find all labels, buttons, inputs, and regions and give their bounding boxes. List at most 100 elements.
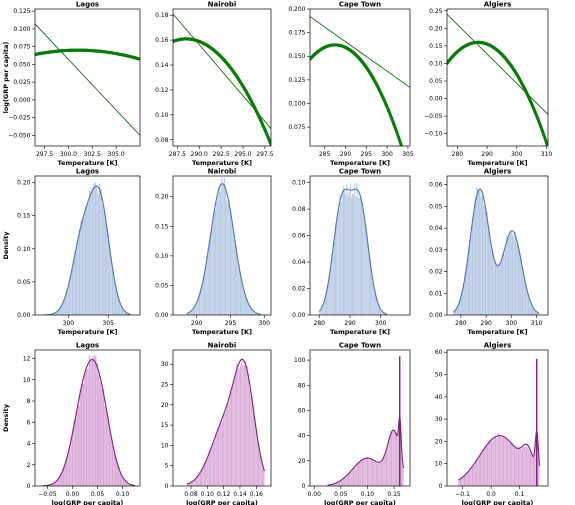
- axes-frame: [172, 349, 272, 487]
- histogram-bar: [99, 381, 102, 486]
- y-tick-label: 0.00: [17, 312, 31, 319]
- histogram-bar: [352, 467, 355, 486]
- histogram-bar: [360, 200, 363, 315]
- histogram-bar: [348, 191, 350, 315]
- histogram-bar: [347, 473, 350, 486]
- histogram-bar: [504, 436, 506, 486]
- scatter-point: [406, 165, 409, 168]
- y-tick-label: 4: [27, 441, 31, 448]
- histogram-bar: [487, 229, 490, 315]
- histogram-bar: [469, 470, 471, 486]
- histogram-bar: [345, 194, 347, 315]
- histogram-bar: [68, 280, 71, 315]
- linear-fit-line: [173, 13, 271, 129]
- y-tick-label: 2: [27, 462, 31, 469]
- histogram-bar: [193, 480, 195, 486]
- histogram-bar: [334, 223, 337, 315]
- y-tick-label: 0.125: [13, 8, 30, 15]
- y-tick-label: 0.02: [292, 286, 306, 293]
- histogram-bar: [90, 191, 92, 315]
- histogram-bar: [74, 250, 77, 315]
- x-tick-label: 300: [259, 320, 271, 327]
- x-axis-label: log(GRP per capita): [52, 499, 124, 505]
- x-tick-label: 310: [541, 151, 553, 158]
- histogram-bar: [79, 389, 82, 486]
- axes-frame: [309, 349, 411, 487]
- axes-frame: [446, 8, 549, 147]
- histogram-bar: [470, 234, 473, 315]
- histogram-bar: [212, 443, 215, 486]
- histogram-bar: [482, 448, 485, 486]
- histogram-bar: [355, 465, 357, 486]
- x-tick-label: 295: [225, 320, 237, 327]
- histogram-bar: [336, 222, 338, 315]
- histogram-bar: [200, 469, 203, 486]
- histogram-bar: [498, 263, 501, 315]
- histogram-bar: [219, 424, 221, 486]
- y-tick-label: 0.20: [155, 194, 169, 201]
- histogram-bar: [94, 355, 97, 486]
- subplot-3-4: −0.1 0.0 0.1 0 10 20 30 40 50 60 Algiers log(GRP pe…: [435, 342, 549, 505]
- histogram-bar: [76, 409, 79, 486]
- histogram-bar: [329, 273, 331, 315]
- histogram-bar: [340, 202, 342, 315]
- histogram-bar: [107, 416, 109, 486]
- histogram-bar: [251, 396, 253, 486]
- histogram-bars: [186, 177, 261, 315]
- histogram-bar: [100, 188, 102, 315]
- x-tick-label: 0.0: [486, 491, 496, 498]
- histogram-bar: [215, 434, 217, 486]
- histogram-bars: [42, 354, 136, 486]
- plot-area: [44, 182, 131, 315]
- y-tick-label: 25: [161, 382, 169, 389]
- histogram-bar: [393, 429, 395, 486]
- scatter-point: [138, 57, 140, 61]
- plot-area: [186, 177, 261, 315]
- histogram-bar: [253, 417, 256, 486]
- histogram-bar: [380, 461, 383, 486]
- y-tick-label: 10: [435, 461, 443, 468]
- x-tick-label: 300: [506, 320, 518, 327]
- x-axis-label: Temperature [K]: [468, 159, 528, 167]
- y-tick-label: 30: [161, 361, 169, 368]
- subplot-2-3: 280 290 300 0.00 0.02 0.04 0.06 0.08 0.10 Cape To…: [292, 168, 411, 336]
- x-axis-label: log(GRP per capita): [324, 499, 396, 505]
- histogram-spike-bar: [536, 358, 538, 486]
- histogram-bar: [246, 365, 248, 486]
- histogram-bar: [331, 254, 333, 315]
- y-tick-label: 0.02: [429, 269, 443, 276]
- histogram-bar: [223, 177, 226, 315]
- histogram-bar: [483, 205, 485, 315]
- subplot-3-1: −0.05 0.00 0.05 0.10 0 2 4 6 8 10 12 Lagos log(GRP p…: [2, 342, 141, 505]
- histogram-bar: [347, 195, 349, 315]
- histogram-bar: [463, 475, 466, 486]
- plot-area: [318, 182, 388, 315]
- histogram-bar: [332, 243, 335, 315]
- kde-curve: [42, 359, 136, 486]
- histogram-bar: [104, 218, 107, 315]
- histogram-bar: [470, 467, 473, 486]
- histogram-bar: [201, 285, 203, 315]
- linear-fit-line: [447, 13, 548, 115]
- y-tick-label: 0.08: [155, 137, 169, 144]
- y-tick-label: 12: [23, 356, 31, 363]
- x-tick-label: 0.10: [201, 491, 215, 498]
- y-tick-label: 8: [27, 398, 31, 405]
- axes-frame: [309, 8, 411, 147]
- y-tick-label: 0: [165, 483, 169, 490]
- histogram-bar: [101, 204, 104, 315]
- x-tick-label: 287.5: [169, 151, 186, 158]
- axes-frame: [34, 349, 141, 487]
- histogram-bar: [370, 457, 373, 486]
- histogram-bar: [525, 446, 528, 486]
- histogram-bar: [524, 446, 527, 486]
- y-tick-label: 20: [298, 458, 306, 465]
- histogram-bar: [343, 477, 346, 486]
- y-axis-label: Density: [2, 231, 10, 260]
- histogram-bar: [501, 437, 504, 486]
- histogram-bar: [351, 193, 354, 315]
- y-tick-label: 20: [435, 438, 443, 445]
- histogram-bar: [256, 436, 259, 486]
- x-tick-label: 290: [340, 151, 352, 158]
- y-tick-label: 0.12: [155, 87, 169, 94]
